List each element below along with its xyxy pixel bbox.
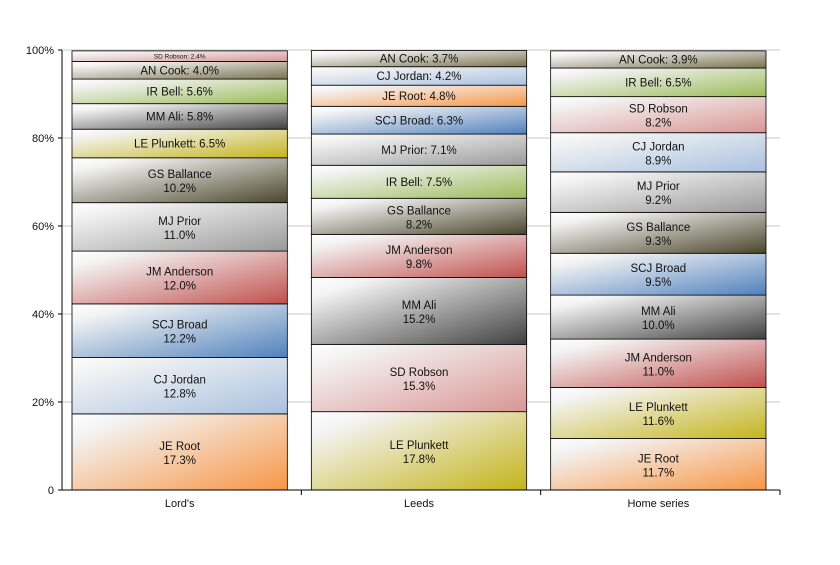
data-label: SD Robson xyxy=(629,104,688,116)
data-label: 15.2% xyxy=(403,314,436,326)
data-label: GS Ballance xyxy=(148,169,212,181)
data-label: 15.3% xyxy=(403,381,436,393)
x-tick-label: Leeds xyxy=(404,498,434,510)
data-label: JE Root xyxy=(638,453,680,465)
bar-segment xyxy=(71,78,288,105)
data-label: 11.6% xyxy=(642,416,674,428)
data-label: 11.0% xyxy=(642,366,674,378)
bar-segment xyxy=(310,164,528,199)
data-label: 9.5% xyxy=(645,277,671,289)
bar-segment xyxy=(71,357,288,415)
data-label: JM Anderson xyxy=(385,245,452,257)
data-label: IR Bell: 6.5% xyxy=(625,77,691,89)
data-label: SCJ Broad: 6.3% xyxy=(375,115,463,127)
bar-segment xyxy=(550,171,767,213)
data-label: 8.9% xyxy=(645,155,671,167)
y-tick-label: 20% xyxy=(32,397,54,409)
y-tick-label: 0 xyxy=(48,485,54,497)
data-label: MM Ali: 5.8% xyxy=(146,112,213,124)
data-label: AN Cook: 4.0% xyxy=(140,65,219,77)
data-label: AN Cook: 3.7% xyxy=(380,54,459,66)
bar-segment xyxy=(550,211,767,254)
data-label: JE Root: 4.8% xyxy=(382,91,456,103)
bar-segment xyxy=(310,343,528,413)
bar-segment xyxy=(310,105,528,135)
bar-segment xyxy=(71,103,288,130)
bar-segment xyxy=(550,67,767,98)
data-label: 12.2% xyxy=(163,334,196,346)
bar-segment xyxy=(550,132,767,173)
data-label: GS Ballance xyxy=(626,222,690,234)
bar-segment xyxy=(310,411,528,491)
y-tick-label: 60% xyxy=(32,221,54,233)
data-label: MM Ali xyxy=(641,306,676,318)
data-label: LE Plunkett xyxy=(390,440,450,452)
data-label: SCJ Broad xyxy=(152,320,208,332)
bar-segment xyxy=(550,96,767,134)
data-label: SD Robson: 2.4% xyxy=(154,54,206,61)
y-tick-label: 80% xyxy=(32,133,54,145)
data-label: SD Robson xyxy=(390,367,449,379)
bar-segment xyxy=(310,50,528,68)
bar-segment xyxy=(310,233,528,278)
data-label: 11.7% xyxy=(642,467,674,479)
data-label: LE Plunkett: 6.5% xyxy=(134,139,225,151)
data-label: 12.8% xyxy=(163,389,196,401)
data-label: IR Bell: 7.5% xyxy=(386,177,452,189)
data-label: SCJ Broad xyxy=(631,263,687,275)
data-label: 17.8% xyxy=(403,454,436,466)
data-label: 12.0% xyxy=(163,280,196,292)
y-tick-label: 40% xyxy=(32,309,54,321)
data-label: JM Anderson xyxy=(146,266,213,278)
bar-segment xyxy=(550,294,767,340)
data-label: CJ Jordan: 4.2% xyxy=(376,71,461,83)
data-label: LE Plunkett xyxy=(629,402,689,414)
x-tick-label: Lord's xyxy=(165,498,195,510)
data-label: CJ Jordan xyxy=(632,141,684,153)
data-label: 10.0% xyxy=(642,320,675,332)
data-label: 9.2% xyxy=(645,195,671,207)
data-label: MJ Prior: 7.1% xyxy=(381,145,456,157)
data-label: GS Ballance xyxy=(387,205,451,217)
data-label: 9.3% xyxy=(645,236,671,248)
data-label: IR Bell: 5.6% xyxy=(146,87,212,99)
bar-segment xyxy=(310,133,528,166)
bar-segment xyxy=(550,50,767,69)
y-tick-label: 100% xyxy=(26,45,54,57)
data-label: 9.8% xyxy=(406,259,432,271)
bar-segment xyxy=(71,128,288,159)
bar-segment xyxy=(550,387,767,439)
data-label: MJ Prior xyxy=(158,216,201,228)
data-label: 8.2% xyxy=(645,118,671,130)
data-label: JM Anderson xyxy=(625,352,692,364)
data-label: 8.2% xyxy=(406,219,432,231)
bar-segment xyxy=(71,50,288,62)
bar-segment xyxy=(310,197,528,235)
data-label: 11.0% xyxy=(164,230,196,242)
data-label: 17.3% xyxy=(163,455,196,467)
bar-segment xyxy=(550,438,767,491)
data-label: CJ Jordan xyxy=(153,375,205,387)
bar-segment xyxy=(71,413,288,491)
data-label: 10.2% xyxy=(163,183,196,195)
bar-segment xyxy=(550,338,767,388)
data-label: JE Root xyxy=(159,441,201,453)
x-tick-label: Home series xyxy=(627,498,689,510)
bar-segment xyxy=(550,252,767,296)
bar-segment xyxy=(310,277,528,345)
data-label: AN Cook: 3.9% xyxy=(619,55,698,67)
data-label: MM Ali xyxy=(402,300,437,312)
data-label: MJ Prior xyxy=(637,181,680,193)
